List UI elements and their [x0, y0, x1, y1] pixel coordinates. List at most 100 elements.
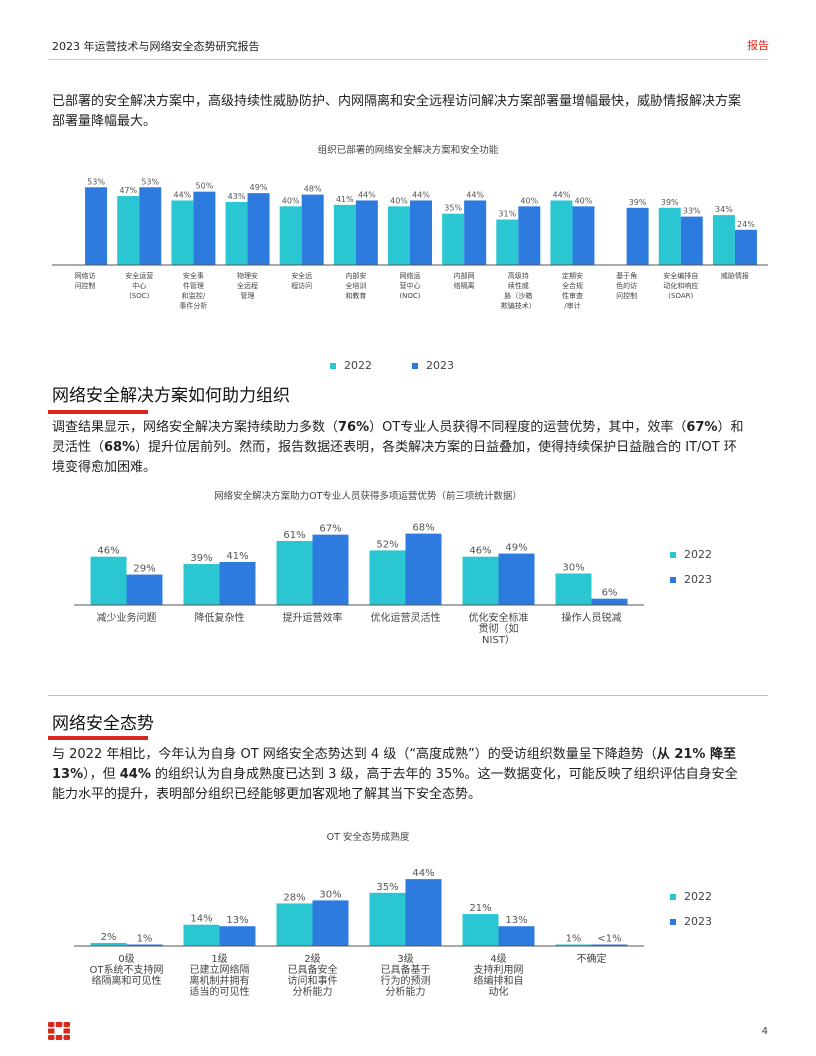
- chart3-legend: 2022 2023: [670, 890, 712, 928]
- section-accent-bar: [48, 410, 148, 414]
- category-label-3: 3级已具备基于行为的预测分析能力: [381, 953, 431, 998]
- section-accent-bar: [48, 736, 148, 740]
- bar-2022-2: [276, 903, 313, 946]
- data-label-2022-2: 61%: [283, 530, 305, 541]
- bar-2022-2: [276, 540, 313, 605]
- bar-2023-0: [85, 187, 108, 265]
- bar-2023-3: [405, 879, 442, 946]
- data-label-2023-2: 50%: [195, 182, 213, 191]
- legend-2023-label: 2023: [684, 915, 712, 928]
- data-label-2022-0: 2%: [101, 932, 117, 943]
- legend-2022-swatch: [330, 362, 336, 369]
- report-tag: 报告: [747, 39, 769, 52]
- data-label-2023-9: 40%: [575, 196, 593, 205]
- legend-2022-label: 2022: [344, 359, 372, 372]
- bar-2022-1: [183, 564, 220, 605]
- data-label-2023-6: 44%: [412, 190, 430, 199]
- bar-2022-4: [462, 914, 499, 946]
- legend-2023: 2023: [412, 359, 454, 372]
- data-label-2023-3: 49%: [250, 183, 268, 192]
- legend-2023-swatch: [670, 918, 676, 925]
- data-label-2022-5: 41%: [336, 195, 354, 204]
- data-label-2023-3: 68%: [412, 523, 434, 534]
- bar-2023-8: [518, 206, 541, 265]
- bar-2023-1: [219, 926, 256, 946]
- data-label-2022-4: 21%: [469, 903, 491, 914]
- chart1-legend: 2022 2023: [330, 359, 454, 372]
- category-label-6: 网络运营中心(NOC): [399, 271, 420, 300]
- benefits-paragraph: 调查结果显示，网络安全解决方案持续助力多数（76%）OT专业人员获得不同程度的运…: [52, 420, 744, 475]
- data-label-2023-12: 24%: [737, 220, 755, 229]
- fortinet-logo-icon: [48, 1022, 70, 1040]
- category-label-3: 优化运营灵活性: [371, 611, 441, 624]
- data-label-2022-12: 34%: [715, 205, 733, 214]
- legend-2023-label: 2023: [426, 359, 454, 372]
- category-label-5: 操作人员锐减: [562, 611, 622, 624]
- header-divider: [48, 59, 768, 60]
- bar-2023-3: [405, 533, 442, 605]
- data-label-2022-2: 28%: [283, 892, 305, 903]
- bar-2022-1: [183, 924, 220, 946]
- bar-2023-3: [247, 193, 270, 265]
- data-label-2023-7: 44%: [466, 190, 484, 199]
- category-label-5: 不确定: [577, 952, 607, 965]
- posture-paragraph: 与 2022 年相比，今年认为自身 OT 网络安全态势达到 4 级（“高度成熟”…: [52, 747, 738, 802]
- data-label-2023-4: 49%: [505, 543, 527, 554]
- bar-2022-9: [550, 200, 573, 265]
- data-label-2022-7: 35%: [444, 204, 462, 213]
- bar-2022-0: [90, 556, 127, 605]
- section-title-posture: 网络安全态势: [52, 714, 154, 734]
- data-label-2023-2: 67%: [319, 524, 341, 535]
- bar-2023-0: [126, 944, 163, 946]
- data-label-2023-1: 13%: [226, 915, 248, 926]
- data-label-2022-9: 44%: [553, 190, 571, 199]
- legend-2022-label: 2022: [684, 890, 712, 903]
- category-label-5: 内部安全培训和教育: [345, 271, 366, 300]
- bar-2023-12: [734, 229, 757, 265]
- data-label-2023-8: 40%: [520, 196, 538, 205]
- intro-paragraph: 已部署的安全解决方案中，高级持续性威胁防护、内网隔离和安全远程访问解决方案部署量…: [52, 94, 742, 129]
- bar-2022-3: [225, 201, 248, 265]
- bar-2022-7: [442, 213, 465, 265]
- data-label-2023-1: 41%: [226, 551, 248, 562]
- data-label-2023-5: 44%: [358, 190, 376, 199]
- bar-2022-4: [462, 556, 499, 605]
- data-label-2023-10: 39%: [629, 198, 647, 207]
- data-label-2022-5: 30%: [562, 563, 584, 574]
- legend-2022-label: 2022: [684, 548, 712, 561]
- data-label-2023-5: 6%: [602, 588, 618, 599]
- category-label-2: 安全事件管理和监控/事件分析: [179, 271, 207, 310]
- data-label-2022-3: 52%: [376, 539, 398, 550]
- data-label-2023-5: <1%: [597, 934, 621, 945]
- bar-2022-2: [171, 200, 194, 265]
- data-label-2023-1: 53%: [141, 177, 159, 186]
- bar-2022-4: [279, 206, 302, 265]
- data-label-2022-11: 39%: [661, 198, 679, 207]
- category-label-11: 安全编排自动化和响应(SOAR): [663, 271, 698, 300]
- legend-2022: 2022: [670, 890, 712, 903]
- category-label-12: 威胁情报: [721, 271, 749, 280]
- bar-2022-5: [333, 204, 356, 265]
- bar-2023-4: [498, 926, 535, 946]
- bar-2023-7: [464, 200, 487, 265]
- legend-2022: 2022: [330, 359, 372, 372]
- data-label-2022-2: 44%: [173, 190, 191, 199]
- bar-2023-10: [626, 207, 649, 265]
- legend-2022-swatch: [670, 893, 676, 900]
- data-label-2022-3: 43%: [228, 192, 246, 201]
- bar-2022-12: [712, 215, 735, 265]
- bar-2023-11: [680, 216, 703, 265]
- bar-2022-3: [369, 892, 406, 946]
- category-label-4: 安全远程访问: [291, 271, 312, 290]
- data-label-2023-0: 53%: [87, 177, 105, 186]
- bar-2022-3: [369, 550, 406, 605]
- bar-2023-2: [312, 534, 349, 605]
- legend-2023: 2023: [670, 915, 712, 928]
- bar-2023-5: [591, 598, 628, 605]
- bar-2022-1: [117, 196, 140, 265]
- chart2-legend: 2022 2023: [670, 548, 712, 586]
- legend-2022: 2022: [670, 548, 712, 561]
- category-label-1: 安全运营中心(SOC): [125, 271, 153, 300]
- category-label-2: 提升运营效率: [283, 611, 343, 624]
- section-title-benefits: 网络安全解决方案如何助力组织: [52, 386, 290, 406]
